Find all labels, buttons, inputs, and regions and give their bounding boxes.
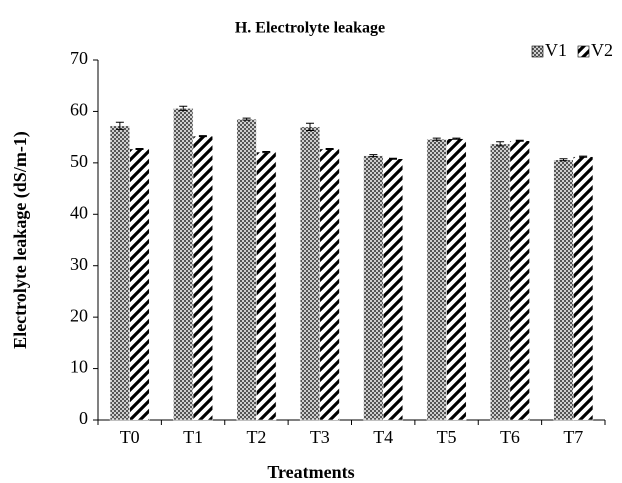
error-bar [579, 155, 588, 158]
y-tick-label: 0 [79, 408, 88, 428]
y-tick-label: 30 [70, 254, 88, 274]
bar [382, 158, 404, 421]
bar [299, 126, 321, 421]
bar [319, 148, 340, 421]
y-tick-label: 40 [70, 202, 88, 222]
error-bar [305, 122, 314, 131]
chart-title: H. Electrolyte leakage [235, 20, 385, 37]
error-bar [496, 141, 505, 147]
bar [256, 151, 277, 421]
error-bar [242, 117, 251, 121]
x-tick-label: T6 [500, 427, 520, 447]
bar [426, 138, 447, 421]
error-bar [179, 105, 188, 111]
error-bar [452, 137, 461, 140]
bar [192, 135, 213, 421]
y-tick-label: 10 [70, 357, 88, 377]
error-bar [198, 135, 207, 138]
bar [109, 125, 130, 421]
error-bar [325, 147, 334, 150]
x-tick-label: T5 [437, 427, 457, 447]
x-tick-label: T3 [310, 427, 330, 447]
y-tick-label: 70 [70, 48, 88, 68]
bar [129, 148, 150, 421]
x-tick-label: T0 [120, 427, 140, 447]
bar [509, 140, 530, 421]
legend-swatch [531, 45, 544, 58]
error-bar [135, 147, 144, 150]
y-tick-label: 50 [70, 151, 88, 171]
legend-swatch [577, 45, 590, 58]
error-bar [559, 158, 568, 162]
x-tick-label: T2 [246, 427, 266, 447]
y-tick-label: 20 [70, 305, 88, 325]
bar [573, 156, 594, 421]
error-bar [432, 137, 441, 141]
x-tick-label: T4 [373, 427, 393, 447]
bar [490, 143, 511, 421]
legend-label: V1 [545, 40, 567, 60]
error-bar [369, 154, 378, 158]
bar [173, 108, 194, 421]
error-bar [262, 151, 271, 154]
x-tick-label: T1 [183, 427, 203, 447]
legend-label: V2 [591, 40, 613, 60]
error-bar [115, 121, 124, 130]
bar [553, 159, 574, 421]
error-bar [515, 139, 524, 142]
bar [446, 138, 467, 421]
x-axis-label: Treatments [267, 462, 354, 482]
bar [363, 155, 384, 421]
x-tick-label: T7 [563, 427, 583, 447]
y-tick-label: 60 [70, 100, 88, 120]
bar [236, 118, 257, 421]
y-axis-label: Electrolyte leakage (dS/m-1) [10, 131, 31, 349]
error-bar [389, 157, 398, 160]
